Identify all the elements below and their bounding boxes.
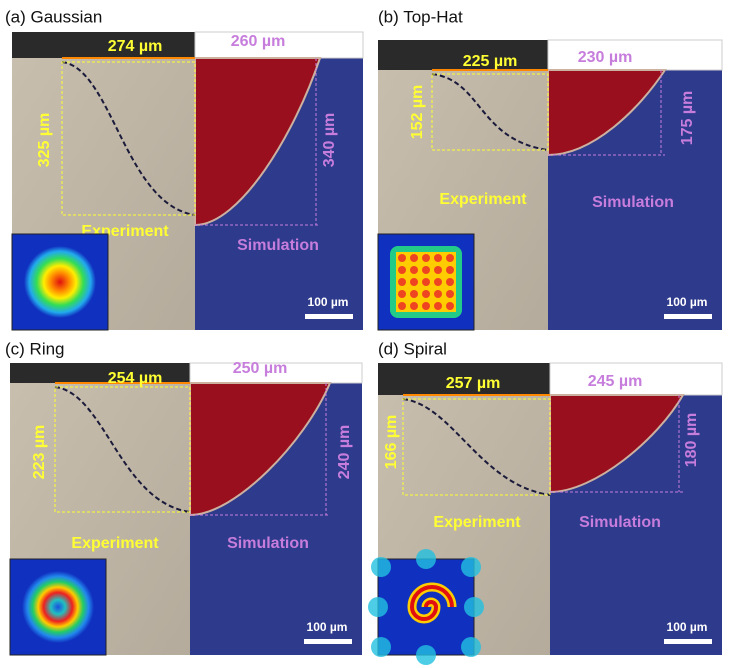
simulation-top (547, 39, 723, 71)
experiment-box (61, 61, 196, 216)
scale-bar (304, 639, 352, 644)
side-lobe (416, 549, 436, 569)
exp-depth: 223 µm (31, 425, 48, 480)
exp-width: 254 µm (108, 370, 163, 387)
beam-spot (422, 278, 430, 286)
experiment-top (378, 363, 550, 395)
beam-spot (422, 266, 430, 274)
scale-bar (664, 314, 712, 319)
simulation-top (549, 362, 723, 396)
simulation-label: Simulation (227, 535, 309, 552)
beam-spot (434, 254, 442, 262)
sim-width: 250 µm (233, 360, 288, 377)
beam-spot (446, 290, 454, 298)
beam-spot (446, 254, 454, 262)
scale-label: 100 µm (307, 620, 348, 634)
simulation-label: Simulation (592, 194, 674, 211)
experiment-label: Experiment (439, 191, 527, 208)
experiment-boundary (54, 386, 191, 513)
sim-width: 245 µm (588, 373, 643, 390)
beam-spot (398, 254, 406, 262)
beam-profile (22, 571, 94, 643)
scale-label: 100 µm (308, 295, 349, 309)
experiment-top (10, 363, 190, 383)
exp-depth: 325 µm (36, 113, 53, 168)
side-lobe (371, 557, 391, 577)
beam-spot (434, 290, 442, 298)
panel: (b) Top-Hat 225 µm 230 µm 152 µm 175 µm Exper… (377, 7, 723, 331)
experiment-box (402, 398, 551, 496)
experiment-label: Experiment (433, 514, 521, 531)
experiment-box (54, 386, 191, 513)
simulation-label: Simulation (237, 237, 319, 254)
simulation-label: Simulation (579, 514, 661, 531)
sim-width: 260 µm (231, 33, 286, 50)
beam-spot (434, 278, 442, 286)
scale-label: 100 µm (667, 295, 708, 309)
beam-spot (410, 266, 418, 274)
sim-depth: 340 µm (321, 113, 338, 168)
melt-pool (194, 57, 322, 227)
panel-label: (a) Gaussian (5, 7, 102, 26)
beam-spot (446, 278, 454, 286)
panel-label: (d) Spiral (378, 339, 447, 358)
beam-spot (446, 302, 454, 310)
experiment-boundary (402, 398, 551, 496)
beam-spot (398, 290, 406, 298)
side-lobe (416, 645, 436, 665)
scale-bar (664, 639, 712, 644)
side-lobe (461, 637, 481, 657)
beam-spot (410, 278, 418, 286)
beam-profile-core (409, 585, 454, 621)
beam-spot (422, 302, 430, 310)
beam-spot (422, 290, 430, 298)
side-lobe (464, 597, 484, 617)
experiment-label: Experiment (71, 535, 159, 552)
beam-spot (398, 266, 406, 274)
sim-width: 230 µm (578, 49, 633, 66)
exp-depth: 152 µm (409, 85, 426, 140)
side-lobe (461, 557, 481, 577)
beam-spot (422, 254, 430, 262)
beam-spot (446, 266, 454, 274)
experiment-top (378, 40, 548, 70)
sim-depth: 180 µm (683, 413, 700, 468)
sim-depth: 175 µm (679, 91, 696, 146)
beam-spot (434, 302, 442, 310)
panel: (c) Ring 254 µm 250 µm 223 µm 240 µm Experime… (5, 339, 363, 656)
side-lobe (368, 597, 388, 617)
scale-label: 100 µm (667, 620, 708, 634)
scale-bar (305, 314, 353, 319)
beam-spot (410, 290, 418, 298)
panel-label: (c) Ring (5, 339, 65, 358)
exp-width: 257 µm (446, 375, 501, 392)
melt-pool (189, 382, 332, 517)
beam-spot (398, 302, 406, 310)
sim-depth: 240 µm (336, 425, 353, 480)
melt-pool (549, 394, 685, 494)
experiment-boundary (61, 61, 196, 216)
exp-width: 225 µm (463, 53, 518, 70)
beam-spot (398, 278, 406, 286)
beam-spot (410, 254, 418, 262)
panel-label: (b) Top-Hat (378, 7, 463, 26)
experiment-box (431, 73, 549, 151)
melt-pool (547, 69, 667, 157)
experiment-top (12, 32, 195, 58)
exp-depth: 166 µm (383, 415, 400, 470)
side-lobe (371, 637, 391, 657)
experiment-boundary (431, 73, 549, 151)
beam-profile (24, 246, 96, 318)
panel: (d) Spiral 257 µm 245 µm 166 µm 180 µm Experi… (368, 339, 723, 665)
beam-spot (410, 302, 418, 310)
exp-width: 274 µm (108, 38, 163, 55)
beam-spot (434, 266, 442, 274)
